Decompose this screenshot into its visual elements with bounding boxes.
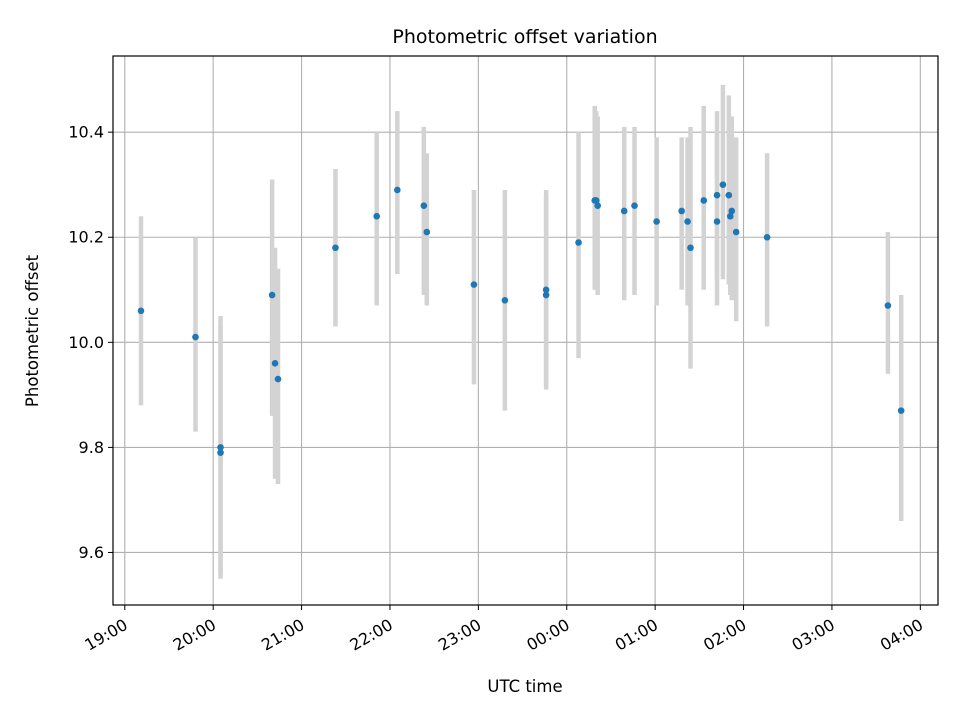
data-point	[137, 307, 145, 315]
data-point	[897, 407, 905, 414]
data-points	[137, 181, 905, 456]
data-point	[268, 291, 276, 299]
data-point	[684, 218, 691, 225]
data-point	[217, 444, 224, 451]
data-point	[394, 186, 401, 194]
y-tick-label: 10.4	[68, 123, 104, 142]
data-point	[592, 197, 600, 204]
data-point	[728, 207, 736, 215]
grid-lines	[113, 56, 938, 605]
x-axis-label: UTC time	[487, 677, 562, 696]
data-point	[719, 181, 727, 189]
chart-title: Photometric offset variation	[392, 26, 657, 48]
data-point	[423, 228, 431, 236]
data-point	[192, 333, 199, 341]
y-tick-label: 10.0	[68, 333, 104, 352]
y-tick-label: 10.2	[68, 228, 104, 247]
data-point	[332, 244, 339, 252]
data-point	[373, 212, 381, 220]
plot-frame	[112, 55, 939, 606]
data-point	[501, 296, 509, 304]
data-point	[420, 202, 428, 210]
data-point	[542, 291, 550, 299]
data-point	[713, 218, 721, 225]
data-point	[620, 207, 628, 215]
data-point	[725, 191, 733, 199]
data-point	[575, 239, 582, 246]
data-point	[687, 244, 694, 252]
y-tick-label: 9.6	[79, 543, 104, 562]
data-point	[726, 212, 734, 220]
y-axis-ticks: 9.6 9.8 10.0 10.2 10.4	[68, 123, 113, 562]
data-point	[713, 191, 721, 199]
data-point	[470, 281, 478, 288]
data-point	[271, 360, 279, 367]
data-point	[274, 375, 282, 383]
data-point	[763, 233, 771, 241]
data-point	[884, 302, 892, 309]
data-point	[631, 202, 638, 210]
data-point	[217, 449, 224, 456]
data-point	[594, 202, 601, 210]
y-tick-label: 9.8	[79, 438, 104, 457]
data-point	[700, 197, 708, 204]
data-point	[732, 228, 740, 236]
y-axis-label: Photometric offset	[23, 254, 42, 407]
data-point	[678, 207, 685, 215]
data-point	[653, 218, 660, 225]
data-point	[542, 286, 550, 294]
